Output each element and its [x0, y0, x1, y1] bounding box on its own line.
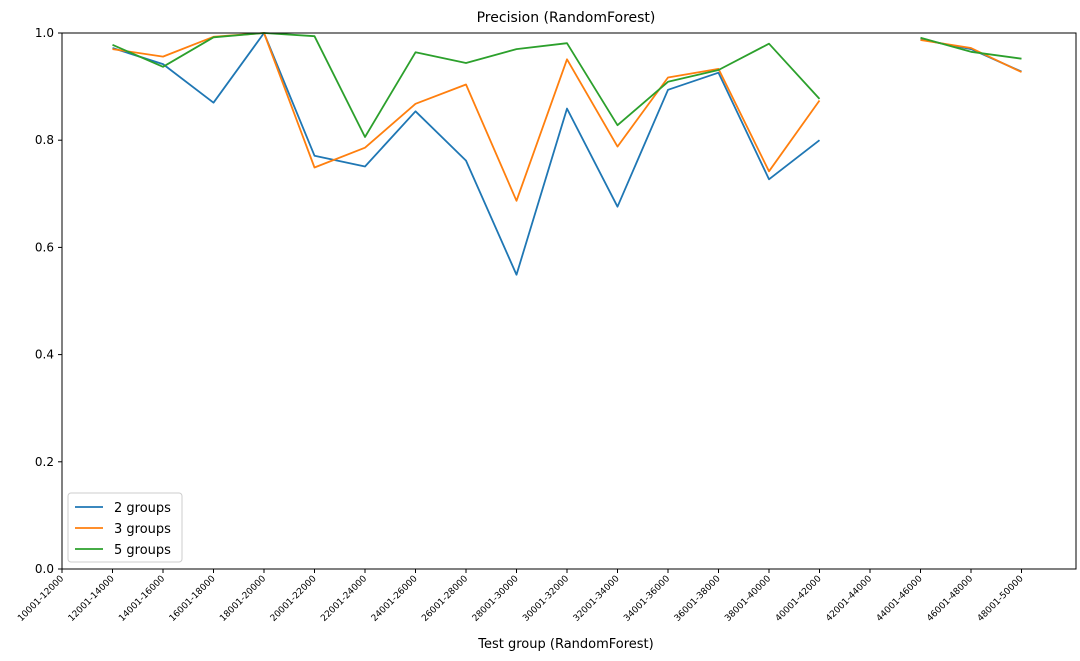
y-tick-label: 0.8: [35, 133, 54, 147]
y-axis: 0.0 0.2 0.4 0.6 0.8 1.0: [35, 26, 62, 576]
x-tick-label: 34001-36000: [622, 574, 672, 624]
series-line-3: [112, 32, 1022, 138]
y-tick-label: 0.0: [35, 562, 54, 576]
x-tick-label: 30001-32000: [521, 574, 571, 624]
x-tick-label: 36001-38000: [673, 574, 723, 624]
x-tick-label: 38001-40000: [723, 574, 773, 624]
x-tick-label: 10001-12000: [16, 574, 66, 624]
x-tick-label: 42001-44000: [824, 574, 874, 624]
x-axis: 10001-12000 12001-14000 14001-16000 16001-1…: [16, 569, 1026, 624]
plot-series: [112, 32, 1022, 276]
x-tick-label: 32001-34000: [572, 574, 622, 624]
plot-frame: [61, 32, 1077, 570]
x-axis-label: Test group (RandomForest): [477, 637, 653, 652]
x-tick-label: 28001-30000: [471, 574, 521, 624]
x-tick-label: 24001-26000: [370, 574, 420, 624]
legend-label-2: 3 groups: [114, 522, 171, 537]
chart-title: Precision (RandomForest): [477, 10, 656, 26]
x-tick-label: 48001-50000: [976, 574, 1026, 624]
x-tick-label: 20001-22000: [269, 574, 319, 624]
series-line-1: [112, 32, 1022, 276]
y-tick-label: 1.0: [35, 26, 54, 40]
x-tick-label: 26001-28000: [420, 574, 470, 624]
x-tick-label: 18001-20000: [218, 574, 268, 624]
x-tick-label: 16001-18000: [168, 574, 218, 624]
y-tick-label: 0.2: [35, 455, 54, 469]
series-line-2: [112, 32, 1022, 202]
x-tick-label: 40001-42000: [774, 574, 824, 624]
x-tick-label: 44001-46000: [875, 574, 925, 624]
x-tick-label: 12001-14000: [67, 574, 117, 624]
y-tick-label: 0.6: [35, 240, 54, 254]
x-tick-label: 46001-48000: [925, 574, 975, 624]
y-tick-label: 0.4: [35, 348, 54, 362]
legend-label-3: 5 groups: [114, 543, 171, 558]
legend: 2 groups 3 groups 5 groups: [67, 492, 183, 563]
x-tick-label: 22001-24000: [319, 574, 369, 624]
x-tick-label: 14001-16000: [117, 574, 167, 624]
legend-box: [67, 492, 183, 563]
legend-label-1: 2 groups: [114, 501, 171, 516]
